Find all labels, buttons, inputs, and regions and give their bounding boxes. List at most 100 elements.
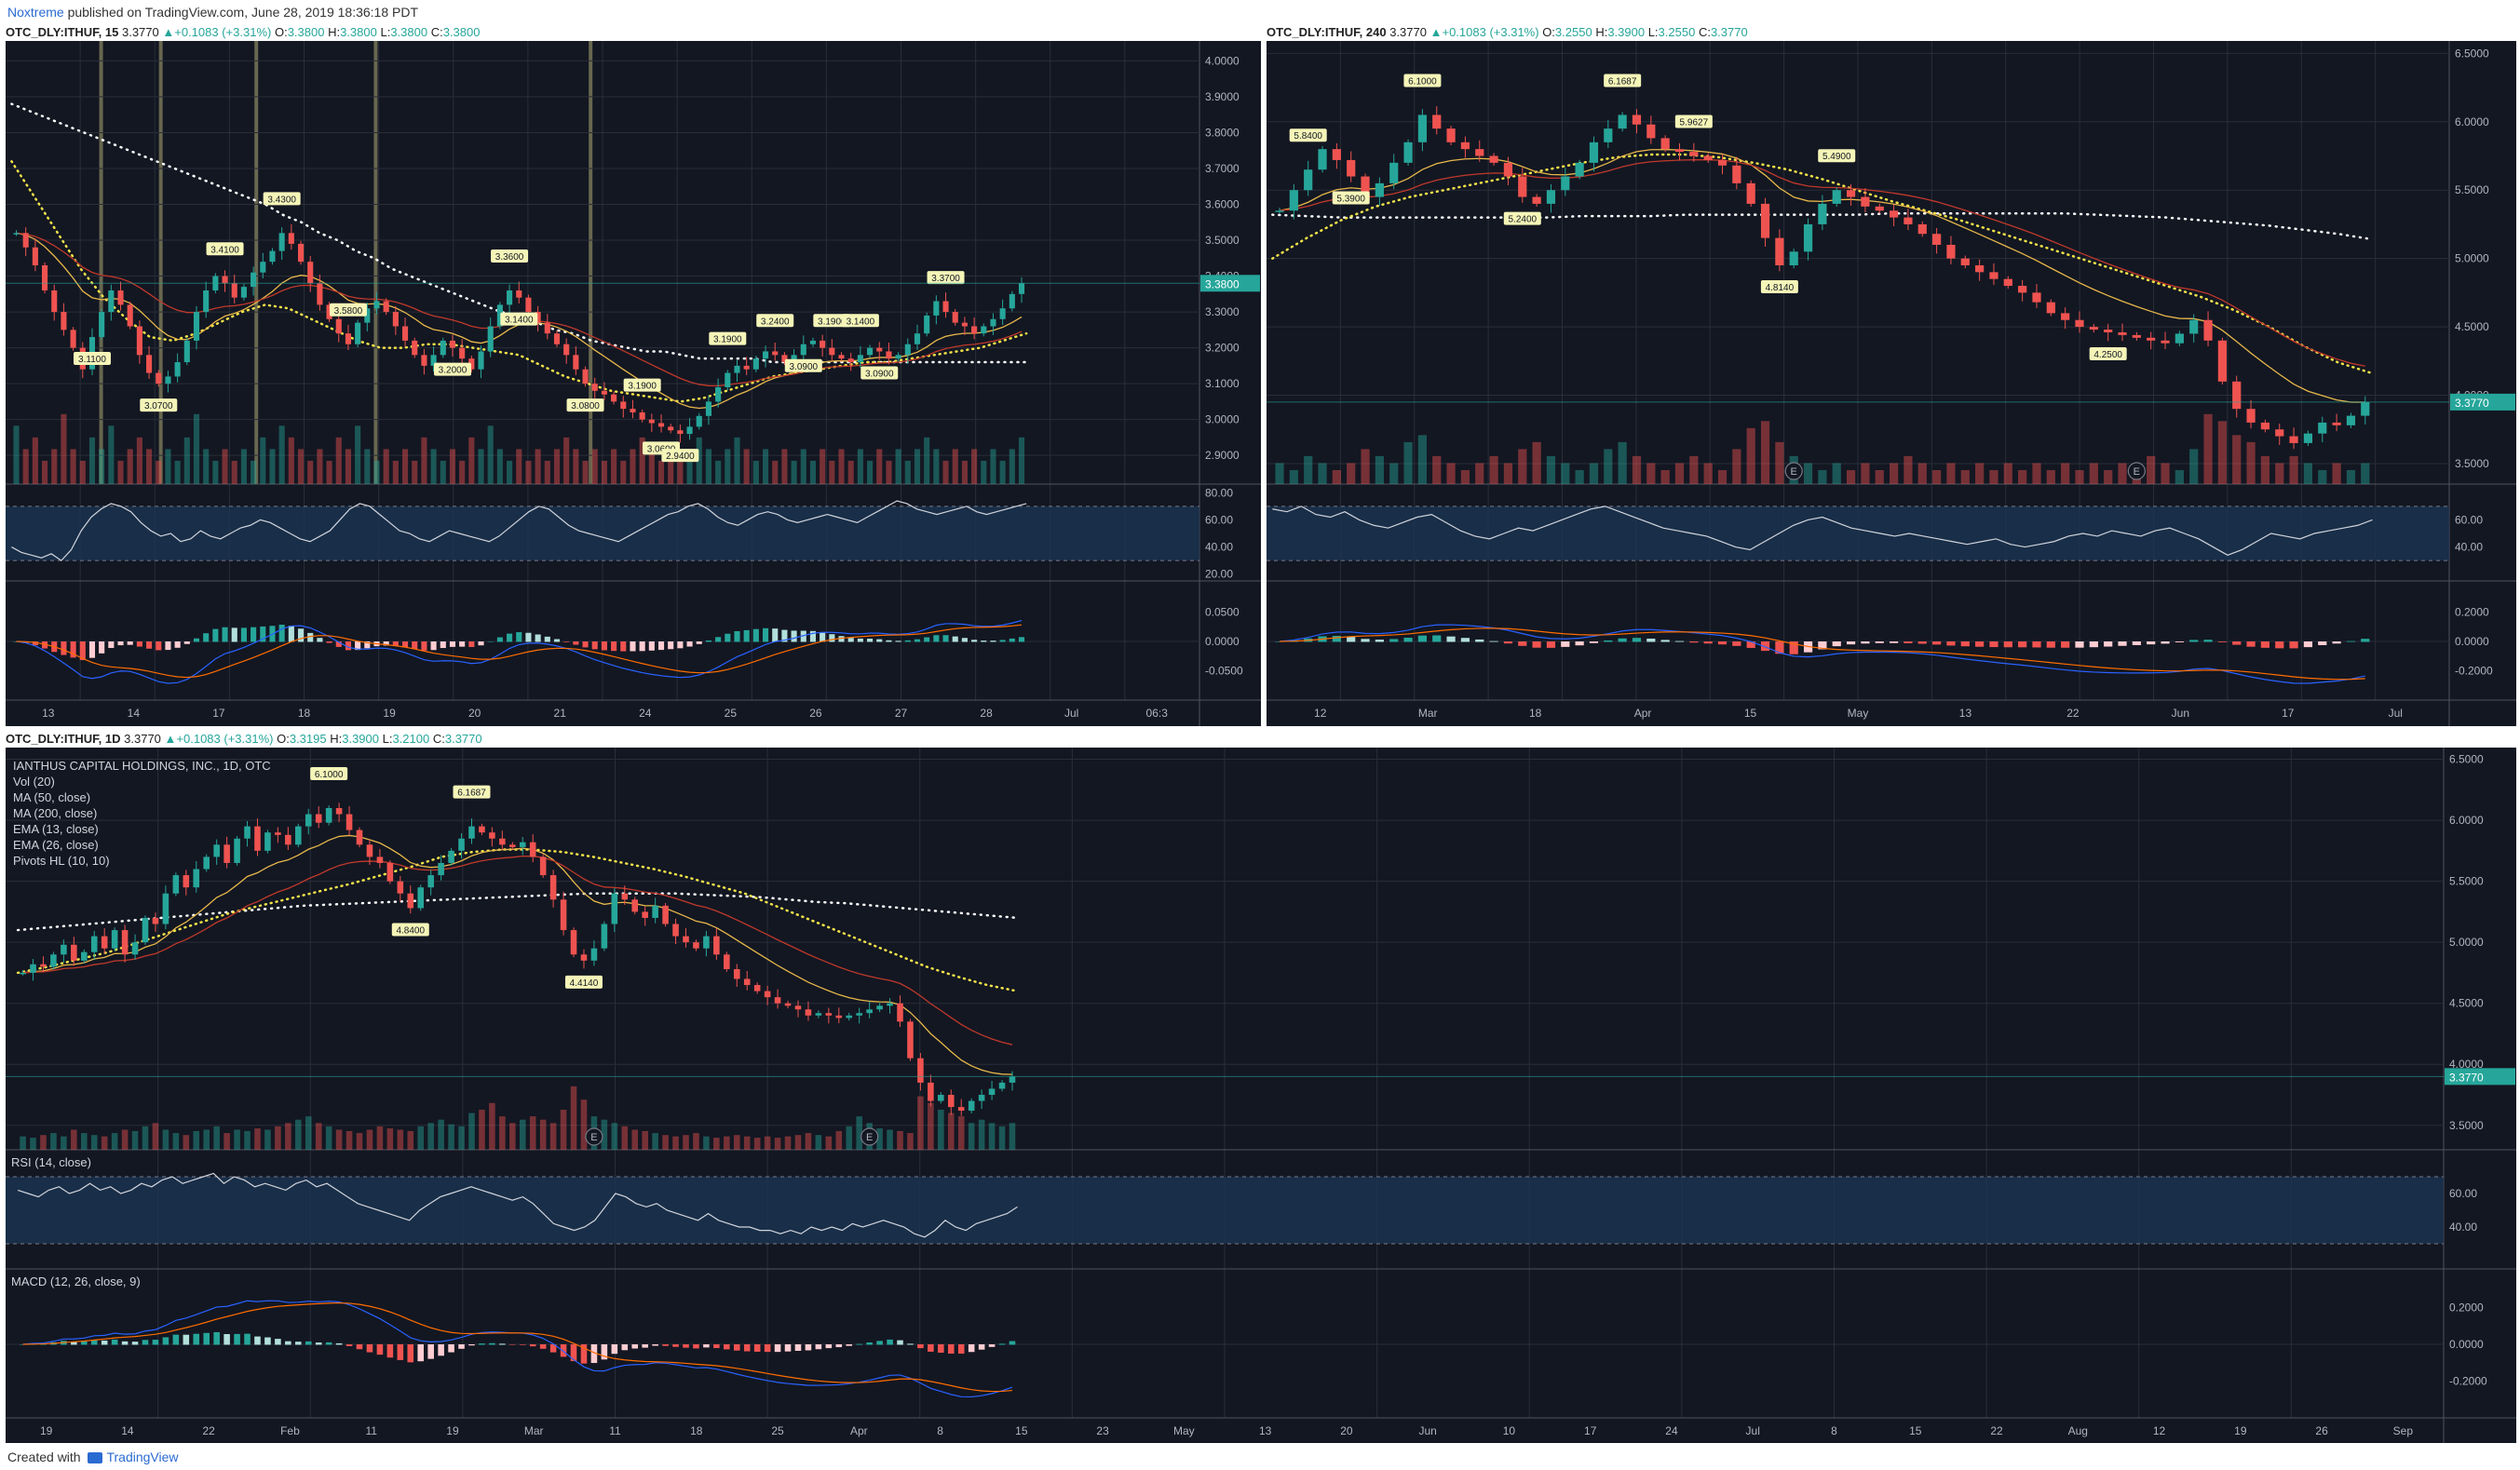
volume-bar [662,1135,669,1150]
candle [621,893,629,900]
candle [809,340,817,344]
volume-bar [990,449,996,484]
macd-histogram-bar [971,640,978,642]
chart-panel-15m[interactable]: 4.00003.90003.80003.70003.60003.50003.40… [6,41,1261,726]
macd-histogram-bar [41,641,48,649]
macd-histogram-bar [753,1344,761,1352]
x-tick-label: 8 [1831,1424,1837,1437]
pivot-label-box [500,312,538,326]
volume-bar [743,449,750,484]
created-with-text: Created with [7,1450,81,1464]
candle [1475,149,1484,156]
candle [2332,422,2341,425]
volume-bar [1861,463,1870,484]
volume-bar [672,1136,679,1150]
pivot-label: 3.4300 [267,195,296,205]
volume-bar [1318,463,1327,484]
candle [2003,278,2012,287]
rsi-band [1267,506,2449,561]
pivot-label-box [329,303,367,317]
volume-bar [835,1130,843,1150]
volume-bar [2318,469,2327,484]
volume-bar [998,1126,1006,1150]
x-tick-label: 27 [895,707,908,720]
volume-bar [156,460,162,484]
volume-bar [2161,463,2170,484]
tradingview-link[interactable]: TradingView [106,1450,179,1464]
volume-bar [805,1133,812,1150]
candle [764,991,771,998]
macd-histogram-bar [499,1343,506,1345]
pivot-label: 5.4900 [1822,152,1851,162]
candle [61,944,67,955]
candle [1646,124,1656,139]
macd-histogram-bar [345,1344,353,1346]
author-link[interactable]: Noxtreme [7,5,64,20]
volume-bar [212,460,219,484]
volume-bar [479,1109,485,1150]
price-tick-label: 3.5000 [2449,1119,2484,1132]
candle [652,905,658,918]
candle [820,340,826,348]
candle [1975,265,1985,273]
volume-bar [961,460,968,484]
candle [335,318,342,334]
macd-histogram-bar [2003,641,2012,648]
macd-histogram-bar [234,1333,240,1345]
legend-item: MA (50, close) [13,790,90,804]
volume-bar [449,449,456,484]
ma200-line [1271,211,2374,241]
chart-panel-240[interactable]: 6.50006.00005.50005.00004.50004.00003.50… [1267,41,2516,726]
pivot-label: 3.0700 [144,401,173,411]
volume-bar [71,1129,77,1150]
macd-histogram-bar [1347,637,1356,642]
macd-tick-label: -0.2000 [2449,1375,2487,1388]
c-15m: 3.3800 [442,25,481,39]
macd-histogram-bar [648,641,655,651]
candle [251,272,257,288]
macd-histogram-bar [1775,641,1784,654]
macd-histogram-bar [412,641,418,650]
candle [947,1095,955,1108]
macd-histogram-bar [772,628,779,642]
volume-bar [539,1119,547,1150]
candle [366,844,373,857]
x-tick-label: 06:3 [1146,707,1169,720]
rsi-tick-label: 60.00 [1205,513,1233,526]
candle [1889,210,1899,218]
macd-histogram-bar [2089,641,2098,648]
volume-bar [88,437,96,484]
macd-histogram-bar [563,641,570,642]
candle [639,411,645,420]
volume-bar [1703,463,1713,484]
volume-bar [1946,463,1956,484]
last-price-label: 3.3800 [1205,277,1240,290]
rsi-line [1272,506,2373,556]
chart-panel-1d[interactable]: 6.5000 6.0000 5.5000 5.0000 4.5000 4.0000 3.50… [6,748,2516,1443]
candle [998,1082,1006,1089]
candle [193,869,200,888]
volume-bar [366,1129,373,1150]
volume-bar [412,460,418,484]
volume-bar [560,1109,567,1150]
candle [752,358,759,370]
volume-bar [570,1086,577,1150]
macd-histogram-bar [791,630,797,642]
pivot-label: 3.0900 [865,369,894,379]
candle [499,838,506,845]
macd-histogram-bar [1889,641,1899,643]
candle [2260,422,2270,430]
pivot-label-box [1289,128,1327,142]
macd-histogram-bar [764,1344,771,1353]
last-1d: 3.3770 [124,732,161,746]
volume-bar [2217,421,2227,484]
candle [2018,286,2027,293]
candle [438,862,444,876]
macd-histogram-bar [335,1342,343,1345]
pivot-label: 4.8140 [1766,283,1795,293]
candle [560,899,567,931]
price-tick-label: 6.0000 [2455,115,2489,128]
macd-histogram-bar [705,640,711,642]
volume-bar [876,449,883,484]
candle [2318,422,2327,434]
